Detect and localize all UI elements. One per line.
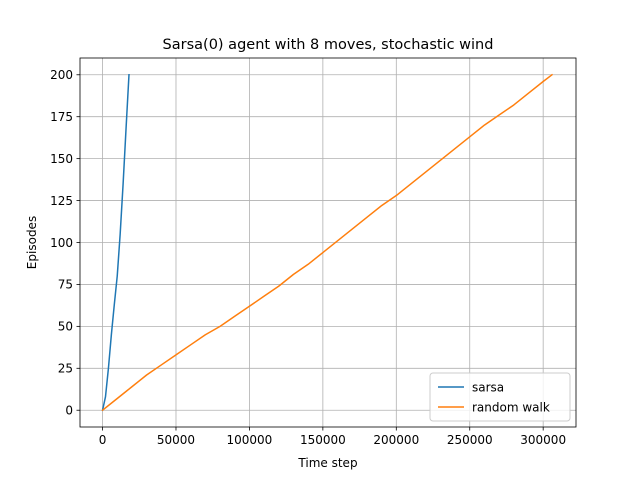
x-tick-label: 150000 — [300, 433, 346, 447]
x-tick-label: 0 — [99, 433, 107, 447]
y-tick-label: 0 — [65, 404, 73, 418]
ticks: 0 50000 100000 150000 200000 250000 300000 0 25 5… — [50, 68, 566, 447]
y-tick-label: 50 — [58, 320, 73, 334]
y-tick-label: 150 — [50, 152, 73, 166]
x-axis-label: Time step — [297, 456, 357, 470]
x-tick-label: 50000 — [157, 433, 195, 447]
series-line-sarsa — [101, 73, 130, 412]
x-tick-label: 200000 — [373, 433, 419, 447]
legend-label: random walk — [472, 400, 550, 414]
series-layer — [101, 73, 554, 412]
y-tick-label: 75 — [58, 278, 73, 292]
series-line-random-walk — [101, 73, 554, 412]
legend-box — [429, 372, 571, 422]
y-tick-label: 25 — [58, 362, 73, 376]
y-axis-label: Episodes — [25, 216, 39, 269]
legend-label: sarsa — [472, 380, 504, 394]
y-tick-label: 200 — [50, 68, 73, 82]
y-tick-label: 100 — [50, 236, 73, 250]
x-tick-label: 250000 — [447, 433, 493, 447]
x-tick-label: 300000 — [520, 433, 566, 447]
chart-title: Sarsa(0) agent with 8 moves, stochastic … — [163, 37, 494, 53]
y-tick-label: 175 — [50, 110, 73, 124]
legend: sarsa random walk — [429, 372, 571, 422]
y-tick-label: 125 — [50, 194, 73, 208]
x-tick-label: 100000 — [227, 433, 273, 447]
